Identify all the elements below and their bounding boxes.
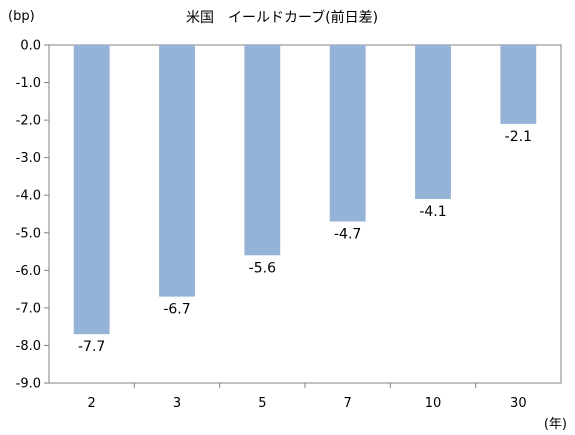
y-tick-label: -2.0: [16, 114, 41, 129]
y-tick-label: 0.0: [20, 39, 41, 54]
data-label-7: -4.7: [334, 227, 361, 243]
x-tick-label: 7: [344, 396, 352, 411]
x-axis: 2 3 5 7 10 30: [88, 383, 527, 411]
bar-3: [159, 45, 195, 297]
y-tick-label: -4.0: [16, 189, 41, 204]
x-tick-label: 30: [510, 396, 527, 411]
data-label-3: -6.7: [163, 302, 190, 318]
y-tick-label: -9.0: [16, 377, 41, 392]
x-tick-label: 2: [88, 396, 96, 411]
y-tick-label: -1.0: [16, 76, 41, 91]
x-tick-label: 10: [425, 396, 442, 411]
data-labels: -7.7 -6.7 -5.6 -4.7 -4.1 -2.1: [78, 129, 532, 355]
bar-10: [415, 45, 451, 199]
y-tick-label: -8.0: [16, 339, 41, 354]
y-tick-label: -3.0: [16, 151, 41, 166]
y-axis-unit-label: (bp): [8, 9, 35, 24]
x-axis-unit-label: (年): [544, 417, 567, 432]
data-label-10: -4.1: [419, 204, 446, 220]
bar-series: [73, 45, 537, 335]
data-label-5: -5.6: [249, 260, 276, 276]
plot-area: [48, 44, 562, 384]
x-tick-label: 3: [173, 396, 181, 411]
y-tick-label: -6.0: [16, 264, 41, 279]
y-axis: 0.0 -1.0 -2.0 -3.0 -4.0 -5.0 -6.0 -7.0 -8.0 -9.0: [16, 39, 49, 392]
bar-2: [73, 45, 110, 335]
data-label-2: -7.7: [78, 339, 105, 355]
chart-title: 米国 イールドカーブ(前日差): [186, 9, 378, 26]
x-tick-label: 5: [258, 396, 266, 411]
bar-30: [500, 45, 537, 124]
bar-7: [329, 45, 366, 222]
bar-5: [244, 45, 281, 256]
y-tick-label: -5.0: [16, 226, 41, 241]
y-tick-label: -7.0: [16, 301, 41, 316]
data-label-30: -2.1: [505, 129, 532, 145]
